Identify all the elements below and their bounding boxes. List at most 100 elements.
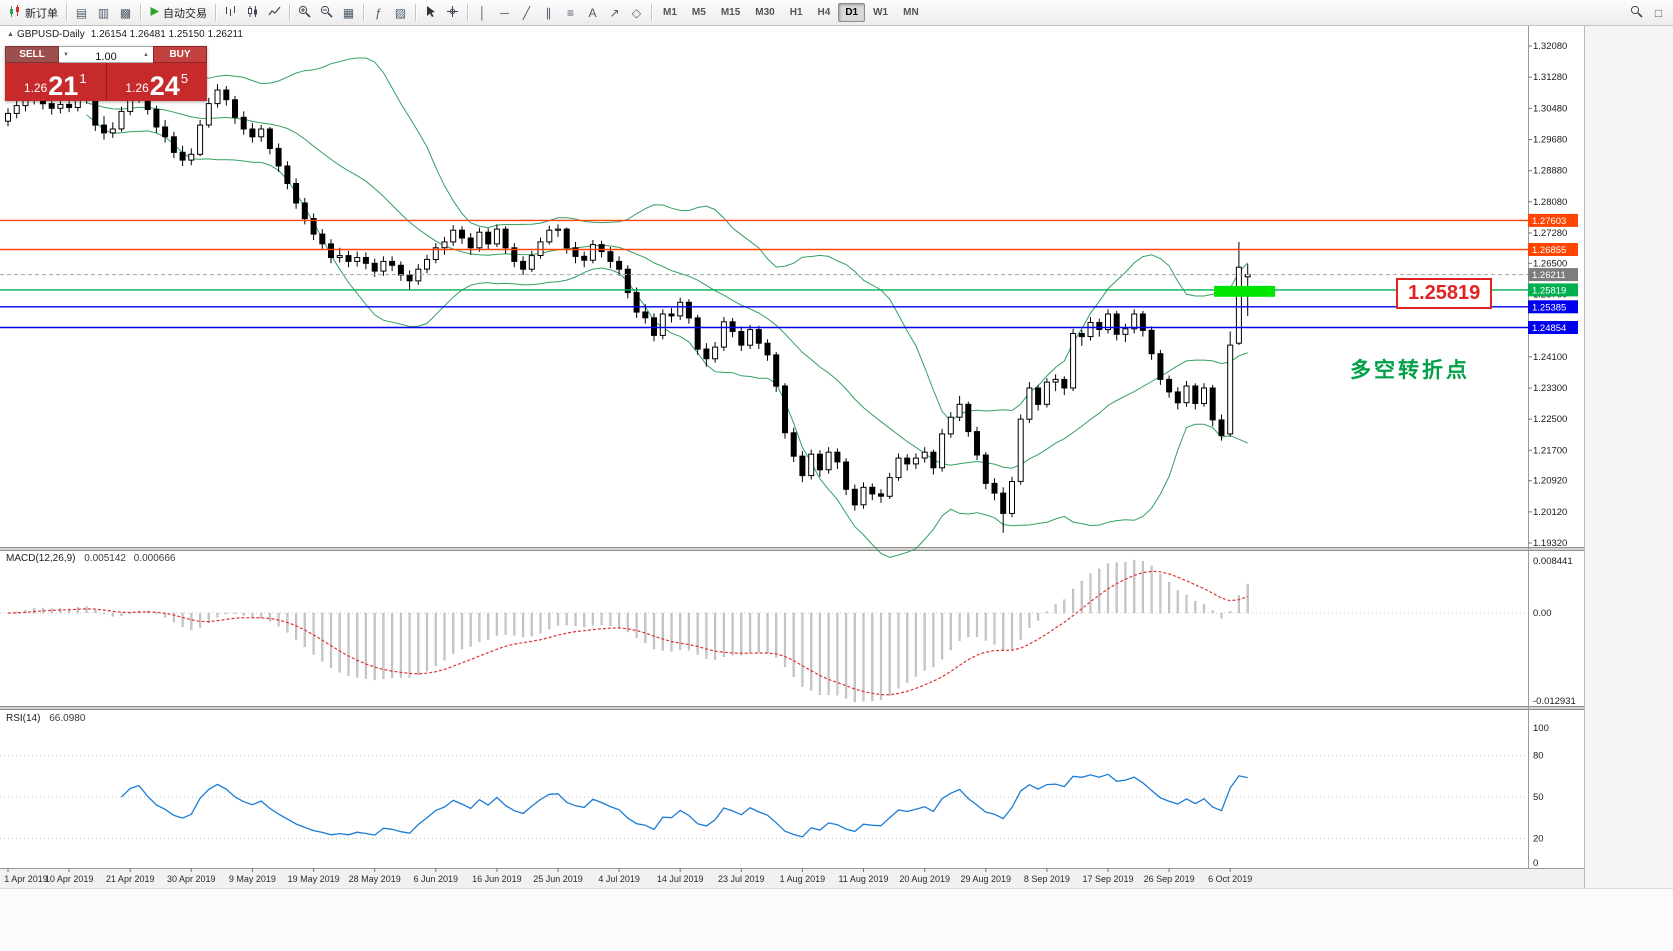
text-tool-button[interactable]: A: [582, 2, 603, 23]
macd-signal-line: [7, 570, 1248, 696]
chart-canvas[interactable]: 1.32080 1.31280 1.30480 1.29680 1.28880 1.280…: [0, 26, 1584, 888]
window-list-button[interactable]: □: [1648, 2, 1669, 23]
volume-up-button[interactable]: ▲: [139, 46, 153, 63]
terminal-button[interactable]: ▩: [115, 2, 136, 23]
volume-down-button[interactable]: ▼: [59, 46, 73, 63]
svg-text:1.20920: 1.20920: [1533, 476, 1567, 487]
svg-text:1.30480: 1.30480: [1533, 103, 1567, 114]
new-order-icon: [8, 4, 22, 21]
trendline-button[interactable]: ╱: [516, 2, 537, 23]
collapse-icon[interactable]: ▲: [7, 31, 14, 38]
svg-text:1.27603: 1.27603: [1532, 216, 1566, 227]
horizontal-line-icon: ─: [500, 5, 509, 20]
market-watch-icon: ▤: [75, 5, 88, 20]
fibonacci-button[interactable]: ≡: [560, 2, 581, 23]
navigator-button[interactable]: ▥: [93, 2, 114, 23]
tab-timeframe-h4[interactable]: H4: [811, 3, 838, 22]
sell-caption[interactable]: SELL: [5, 46, 59, 63]
new-order-button[interactable]: 新订单: [4, 2, 62, 23]
market-watch-button[interactable]: ▤: [71, 2, 92, 23]
vertical-line-button[interactable]: │: [472, 2, 493, 23]
line-chart-button[interactable]: [264, 2, 285, 23]
sell-price-big: 21: [48, 71, 79, 101]
buy-caption[interactable]: BUY: [153, 46, 207, 63]
svg-text:8 Sep 2019: 8 Sep 2019: [1024, 874, 1070, 884]
svg-text:21 Apr 2019: 21 Apr 2019: [106, 874, 155, 884]
price-tag: 1.26211: [1528, 268, 1578, 282]
volume-box: [73, 46, 139, 65]
svg-text:30 Apr 2019: 30 Apr 2019: [167, 874, 216, 884]
rsi-scale: 100 80 50 20 0: [1533, 723, 1549, 869]
svg-text:6 Jun 2019: 6 Jun 2019: [414, 874, 459, 884]
equidistant-channel-icon: ∥: [545, 5, 552, 20]
chart-title: ▲ GBPUSD-Daily 1.26154 1.26481 1.25150 1.2…: [7, 29, 243, 40]
rsi-pane-label: RSI(14) 66.0980: [6, 713, 85, 724]
svg-text:1.25819: 1.25819: [1532, 285, 1566, 296]
tab-timeframe-h1[interactable]: H1: [783, 3, 810, 22]
tab-timeframe-d1[interactable]: D1: [838, 3, 866, 22]
toolbar-separator: [215, 4, 216, 21]
svg-text:1.29680: 1.29680: [1533, 135, 1567, 146]
timeframe-switcher: M1 M5 M15 M30 H1 H4 D1 W1 MN: [656, 3, 926, 22]
search-button[interactable]: [1626, 2, 1647, 23]
rsi-name: RSI(14): [6, 713, 41, 724]
buy-price-button[interactable]: 1.26 24 5: [106, 63, 207, 101]
horizontal-line-button[interactable]: ─: [494, 2, 515, 23]
arrows-tool-button[interactable]: ↗: [604, 2, 625, 23]
vertical-line-icon: │: [478, 5, 487, 20]
play-icon: [149, 6, 160, 20]
svg-text:1.31280: 1.31280: [1533, 72, 1567, 83]
volume-input[interactable]: [73, 49, 139, 65]
window-list-icon: □: [1654, 5, 1663, 20]
ohlc-values: 1.26154 1.26481 1.25150 1.26211: [90, 29, 243, 40]
search-icon: [1630, 5, 1643, 21]
buy-price-base: 1.26: [125, 81, 149, 95]
bollinger-upper: [86, 57, 1249, 422]
zoom-in-button[interactable]: [294, 2, 315, 23]
svg-text:28 May 2019: 28 May 2019: [349, 874, 401, 884]
bollinger-bands: [86, 57, 1249, 558]
svg-text:19 May 2019: 19 May 2019: [288, 874, 340, 884]
zoom-out-button[interactable]: [316, 2, 337, 23]
svg-text:11 Aug 2019: 11 Aug 2019: [839, 874, 889, 884]
zoom-in-icon: [298, 5, 311, 21]
svg-text:1.25385: 1.25385: [1532, 302, 1566, 313]
svg-text:25 Jun 2019: 25 Jun 2019: [533, 874, 583, 884]
buy-price-sup: 5: [180, 71, 189, 86]
tab-timeframe-m5[interactable]: M5: [685, 3, 713, 22]
autotrading-label: 自动交易: [163, 7, 207, 20]
tab-timeframe-w1[interactable]: W1: [866, 3, 895, 22]
chart-note-text[interactable]: 多空转折点: [1350, 359, 1470, 382]
svg-text:1.27280: 1.27280: [1533, 228, 1567, 239]
autotrading-button[interactable]: 自动交易: [145, 2, 211, 23]
fibonacci-icon: ≡: [566, 5, 574, 20]
crosshair-button[interactable]: [442, 2, 463, 23]
tab-timeframe-mn[interactable]: MN: [896, 3, 926, 22]
price-tag: 1.24854: [1528, 321, 1578, 334]
crosshair-icon: [446, 5, 459, 21]
indicators-button[interactable]: ƒ: [368, 2, 389, 23]
tab-timeframe-m1[interactable]: M1: [656, 3, 684, 22]
svg-text:17 Sep 2019: 17 Sep 2019: [1082, 874, 1133, 884]
equidistant-channel-button[interactable]: ∥: [538, 2, 559, 23]
tab-timeframe-m30[interactable]: M30: [748, 3, 781, 22]
candlestick-chart-button[interactable]: [242, 2, 263, 23]
templates-button[interactable]: ▨: [390, 2, 411, 23]
price-tag: 1.26855: [1528, 243, 1578, 256]
tile-windows-button[interactable]: ▦: [338, 2, 359, 23]
svg-text:50: 50: [1533, 792, 1544, 803]
chart-window: 1.32080 1.31280 1.30480 1.29680 1.28880 1.280…: [0, 26, 1584, 888]
sell-price-button[interactable]: 1.26 21 1: [5, 63, 107, 101]
bar-chart-button[interactable]: [220, 2, 241, 23]
macd-pane-label: MACD(12,26,9) 0.005142 0.000666: [6, 553, 175, 564]
new-order-label: 新订单: [25, 7, 58, 20]
cursor-button[interactable]: [420, 2, 441, 23]
macd-histogram: [6, 559, 1249, 703]
shapes-tool-button[interactable]: ◇: [626, 2, 647, 23]
tab-timeframe-m15[interactable]: M15: [714, 3, 747, 22]
svg-text:1 Aug 2019: 1 Aug 2019: [780, 874, 826, 884]
price-callout[interactable]: 1.25819: [1396, 278, 1493, 309]
highlight-rectangle[interactable]: [1214, 285, 1276, 297]
